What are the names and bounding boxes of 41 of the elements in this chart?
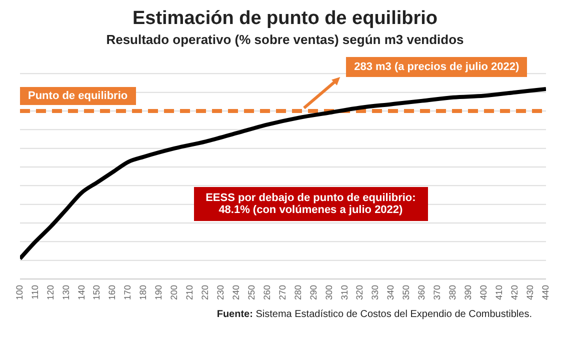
x-tick-label: 260 [262, 285, 272, 300]
x-tick-label: 120 [45, 285, 56, 300]
x-tick-label: 290 [308, 285, 318, 300]
chart-subtitle: Resultado operativo (% sobre ventas) según m3 vendidos [105, 32, 465, 47]
x-tick-label: 210 [184, 285, 195, 300]
x-tick-label: 420 [509, 285, 520, 300]
x-tick-label: 190 [154, 285, 164, 300]
x-tick-label: 130 [60, 285, 71, 300]
x-tick-label: 150 [92, 285, 102, 300]
x-tick-label: 340 [386, 285, 396, 300]
x-tick-label: 140 [76, 285, 86, 300]
x-tick-label: 160 [107, 285, 118, 300]
x-tick-label: 400 [478, 285, 489, 300]
x-tick-label: 430 [524, 285, 535, 300]
x-tick-label: 220 [200, 285, 210, 300]
x-tick-label: 310 [339, 285, 350, 300]
x-tick-label: 370 [432, 285, 442, 300]
x-tick-label: 300 [324, 285, 334, 300]
x-tick-label: 380 [448, 285, 458, 300]
x-tick-label: 320 [354, 285, 365, 300]
x-tick-label: 350 [401, 285, 412, 300]
x-tick-label: 100 [14, 285, 24, 300]
x-tick-label: 280 [292, 285, 303, 300]
x-tick-label: 230 [216, 285, 226, 300]
x-tick-label: 110 [30, 285, 40, 300]
annotation: EESS por debajo de punto de equilibrio: 48.1% (con volúmenes a julio 2022) [194, 187, 428, 222]
text: 283 m3 (a precios de julio 2022) [346, 57, 528, 77]
x-tick-label: 170 [122, 285, 133, 300]
x-tick-label: 180 [138, 285, 148, 300]
x-tick-label: 440 [540, 285, 550, 300]
x-tick-label: 200 [169, 285, 180, 300]
x-tick-label: 390 [463, 285, 474, 300]
x-tick-label: 330 [370, 285, 380, 300]
x-tick-label: 360 [416, 285, 427, 300]
x-tick-label: 270 [277, 285, 288, 300]
x-tick-label: 410 [494, 285, 504, 300]
x-tick-label: 250 [246, 285, 256, 300]
x-tick-label: 240 [230, 285, 241, 300]
chart-title: Estimación de punto de equilibrio [131, 8, 439, 30]
ref-line-label: Punto de equilibrio [20, 87, 136, 105]
source-note: Fuente: Sistema Estadístico de Costos del Expendio de Combustibles. [216, 309, 532, 320]
